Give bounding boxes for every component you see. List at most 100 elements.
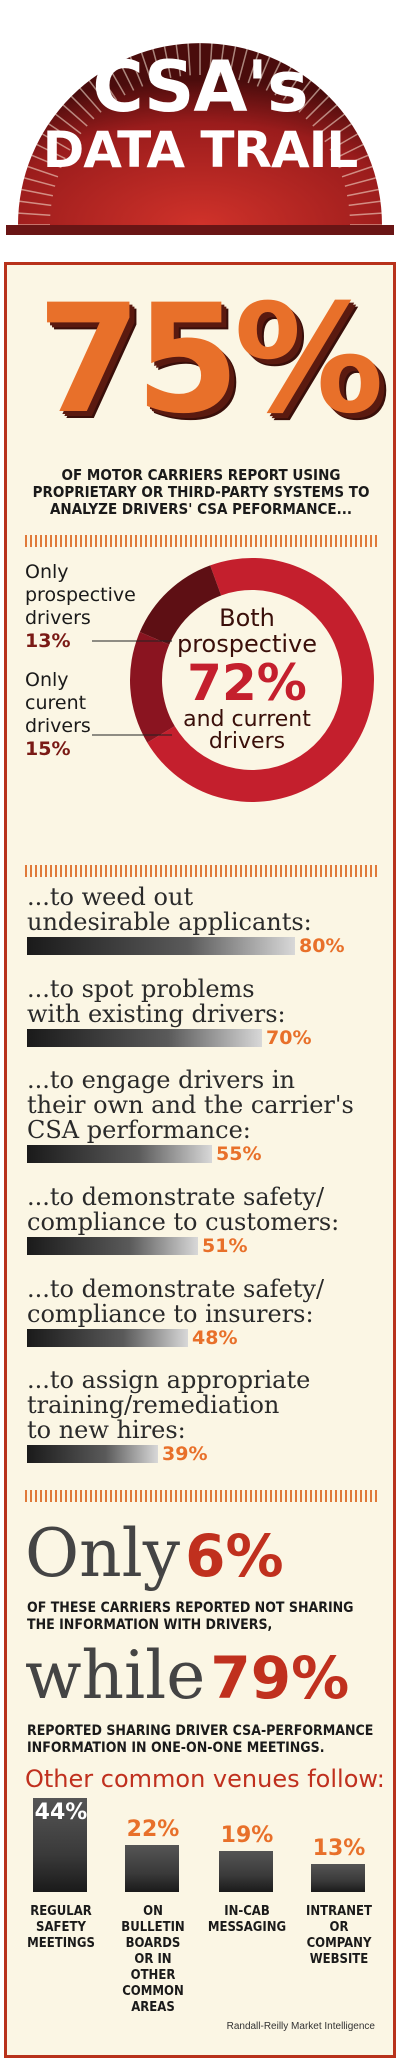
venue-bar (219, 1851, 273, 1892)
header-ray (140, 52, 153, 84)
header-ray (274, 67, 292, 96)
only-pct: 6% (185, 1522, 284, 1590)
header-base-bar (6, 225, 394, 235)
header-ray (218, 44, 225, 77)
reason-item: ...to demonstrate safety/ compliance to … (27, 1185, 339, 1257)
header-ray (24, 177, 56, 187)
header-ray (175, 44, 182, 77)
hero-stat: 75% (37, 273, 384, 447)
header-ray (349, 212, 382, 216)
reason-bar (27, 1237, 198, 1255)
header-ray (55, 113, 82, 135)
header-ray (19, 200, 52, 207)
venue-bar (125, 1845, 179, 1892)
header-ray (129, 56, 144, 87)
header-ray (98, 73, 118, 101)
header-ray (256, 56, 271, 87)
header-ray (48, 123, 76, 143)
header-ray (341, 165, 373, 178)
donut-label-prospective: Only prospective drivers 13% (25, 561, 136, 653)
reason-bar-row: 48% (27, 1327, 324, 1349)
header-ray (348, 200, 381, 207)
venue-label: IN-CAB MESSAGING (207, 1904, 287, 1935)
reason-bar-row: 55% (27, 1143, 354, 1165)
reason-value: 39% (162, 1443, 208, 1465)
source-credit: Randall-Reilly Market Intelligence (226, 2021, 375, 2032)
while-pct: 79% (210, 1644, 350, 1712)
header: CSA's DATA TRAIL (0, 0, 400, 262)
donut-label-prospective-pct: 13% (25, 630, 71, 652)
reason-item: ...to assign appropriate training/remedi… (27, 1368, 310, 1465)
reason-text: ...to spot problems with existing driver… (27, 975, 286, 1028)
donut-center-line1: Both (219, 604, 275, 632)
donut-chart (92, 558, 375, 802)
header-ray (42, 133, 71, 151)
divider-stripe (25, 865, 377, 877)
header-ray (334, 143, 364, 160)
header-ray (27, 165, 59, 178)
header-ray (228, 46, 237, 79)
venue-label: ON BULLETIN BOARDS OR IN OTHER COMMON AR… (121, 1904, 185, 2015)
header-ray (209, 43, 213, 76)
header-ray (70, 95, 95, 120)
venue-value: 19% (220, 1823, 274, 1848)
venue-label: INTRANET OR COMPANY WEBSITE (306, 1904, 372, 1967)
header-ray (338, 154, 369, 169)
reason-bar-row: 51% (27, 1235, 339, 1257)
header-ray (265, 61, 282, 91)
reason-text: ...to engage drivers in their own and th… (27, 1066, 354, 1144)
reason-text: ...to weed out undesirable applicants: (27, 883, 312, 936)
reason-value: 55% (216, 1143, 262, 1165)
content-panel: 75% OF MOTOR CARRIERS REPORT USING PROPR… (4, 262, 396, 2058)
reason-value: 70% (266, 1027, 312, 1049)
only-word: Only (25, 1515, 181, 1592)
header-ray (79, 87, 102, 113)
reason-bar-row: 70% (27, 1027, 311, 1049)
header-ray (18, 212, 51, 216)
venue-value: 22% (126, 1817, 180, 1842)
divider-stripe (25, 1490, 377, 1502)
donut-center-line3: and current (183, 707, 311, 732)
reason-item: ...to demonstrate safety/ compliance to … (27, 1277, 324, 1349)
header-ray (312, 104, 338, 127)
reason-item: ...to spot problems with existing driver… (27, 975, 311, 1049)
reason-bar (27, 1329, 188, 1347)
venues-heading: Other common venues follow: (25, 1765, 385, 1793)
title-line1: CSA's (92, 46, 308, 128)
header-ray (152, 49, 162, 81)
header-ray (318, 113, 345, 135)
venue-value: 13% (312, 1836, 366, 1861)
header-ray (36, 143, 66, 160)
donut-center-line2: prospective (176, 630, 317, 658)
header-ray (238, 49, 248, 81)
venue-bar (33, 1798, 87, 1892)
header-ray (290, 80, 312, 107)
donut-center-line4: drivers (208, 729, 286, 754)
venue-bar (311, 1864, 365, 1892)
header-ray (118, 61, 135, 91)
header-ray (108, 67, 126, 96)
reason-text: ...to demonstrate safety/ compliance to … (27, 1275, 325, 1328)
donut-label-current-text: Only curent drivers (25, 669, 91, 737)
reason-value: 51% (202, 1235, 248, 1257)
header-ray (344, 177, 376, 187)
header-ray (346, 188, 379, 197)
header-ray (163, 46, 172, 79)
reason-bar-row: 80% (27, 935, 344, 957)
reason-item: ...to weed out undesirable applicants: 80… (27, 883, 344, 957)
header-ray (187, 43, 191, 76)
header-ray (298, 87, 321, 113)
header-ray (329, 133, 358, 151)
only-text: OF THESE CARRIERS REPORTED NOT SHARING T… (27, 1600, 354, 1633)
reason-bar-row: 39% (27, 1443, 310, 1465)
title-line2: DATA TRAIL (42, 121, 358, 179)
header-ray (305, 95, 330, 120)
venue-label: REGULAR SAFETY MEETINGS (27, 1904, 95, 1951)
header-ray (88, 80, 110, 107)
reason-bar (27, 937, 295, 955)
divider-stripe (25, 535, 377, 547)
only-headline: Only 6% (25, 1515, 284, 1592)
reason-bar (27, 1445, 158, 1463)
reason-text: ...to assign appropriate training/remedi… (27, 1366, 311, 1444)
reason-bar (27, 1029, 262, 1047)
